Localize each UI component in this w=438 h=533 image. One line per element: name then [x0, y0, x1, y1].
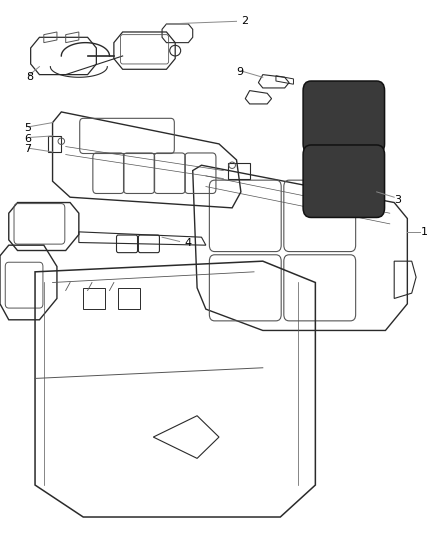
Text: 4: 4	[184, 238, 191, 247]
Text: 9: 9	[237, 67, 244, 77]
Text: 2: 2	[241, 17, 248, 26]
FancyBboxPatch shape	[303, 145, 385, 217]
Text: 7: 7	[24, 144, 31, 154]
Text: 8: 8	[26, 72, 33, 82]
Text: 5: 5	[24, 123, 31, 133]
Text: 1: 1	[420, 227, 427, 237]
Text: 6: 6	[24, 134, 31, 143]
FancyBboxPatch shape	[303, 81, 385, 154]
Text: 3: 3	[394, 195, 401, 205]
